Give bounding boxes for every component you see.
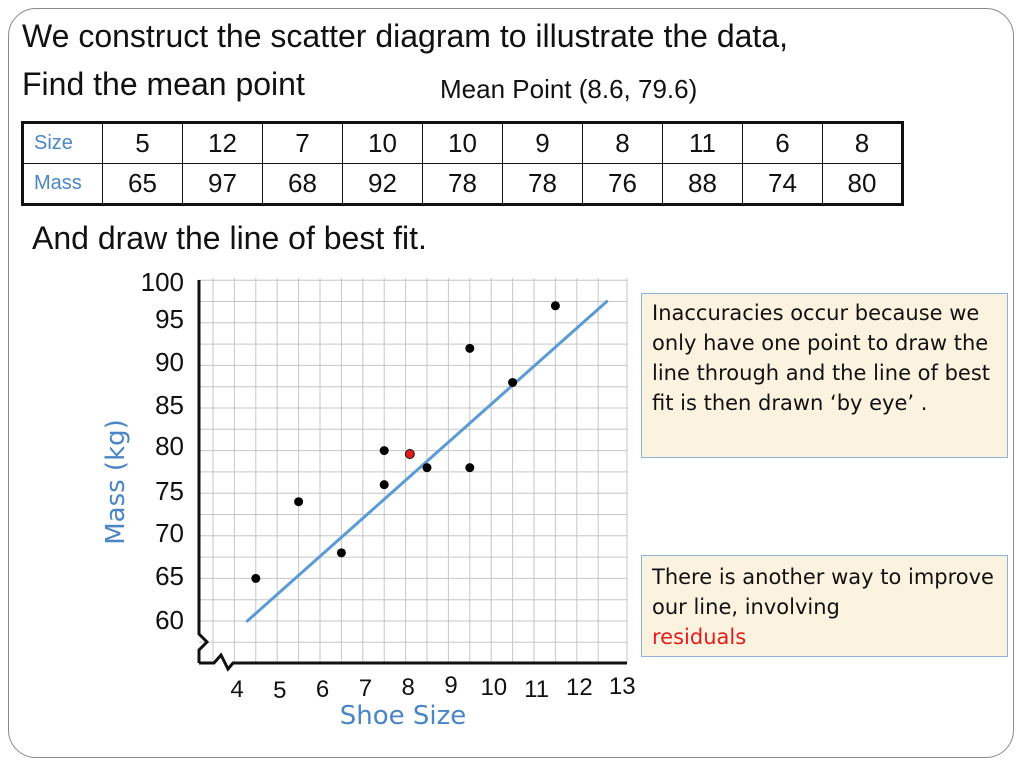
- x-tick-label: 13: [609, 673, 636, 700]
- data-point: [379, 480, 389, 490]
- mass-cell: 78: [422, 163, 503, 205]
- x-tick-label: 9: [444, 672, 457, 699]
- data-point: [294, 497, 304, 507]
- mass-cell: 65: [102, 163, 183, 205]
- data-point: [508, 377, 518, 387]
- slide-title: We construct the scatter diagram to illu…: [22, 18, 788, 54]
- table-row-mass: Mass 65 97 68 92 78 78 76 88 74 80: [22, 163, 903, 205]
- data-point: [465, 343, 475, 353]
- mass-cell: 97: [182, 163, 263, 205]
- data-point: [422, 463, 432, 473]
- y-axis-title: Mass (kg): [101, 419, 131, 545]
- x-tick-label: 4: [230, 676, 243, 703]
- note-residuals-text: There is another way to improve our line…: [652, 565, 994, 619]
- x-axis: [199, 652, 627, 672]
- size-cell: 10: [422, 122, 503, 164]
- instruction-text: And draw the line of best fit.: [32, 220, 427, 256]
- note-inaccuracies-text: Inaccuracies occur because we only have …: [652, 301, 990, 415]
- mean-point-label: Mean Point (8.6, 79.6): [440, 74, 698, 104]
- mass-cell: 92: [342, 163, 423, 205]
- size-cell: 9: [502, 122, 583, 164]
- row-label-mass: Mass: [22, 163, 103, 205]
- note-inaccuracies: Inaccuracies occur because we only have …: [641, 293, 1008, 458]
- mass-cell: 74: [742, 163, 823, 205]
- x-tick-label: 10: [480, 674, 507, 701]
- size-cell: 11: [662, 122, 743, 164]
- slide-subtitle: Find the mean point: [22, 66, 305, 102]
- y-tick-label: 95: [155, 304, 184, 334]
- x-tick-label: 8: [402, 674, 415, 701]
- residuals-highlight: residuals: [652, 625, 747, 649]
- size-cell: 5: [102, 122, 183, 164]
- y-tick-label: 80: [155, 431, 184, 461]
- data-table: Size 5 12 7 10 10 9 8 11 6 8 Mass 65 97 …: [21, 121, 904, 206]
- mass-cell: 68: [262, 163, 343, 205]
- data-point: [251, 573, 261, 583]
- y-tick-label: 85: [155, 390, 184, 420]
- row-label-size: Size: [22, 122, 103, 164]
- data-point: [550, 301, 560, 311]
- x-tick-label: 5: [273, 677, 286, 704]
- mean-point-marker: [404, 449, 415, 460]
- x-tick-label: 7: [359, 675, 372, 702]
- mass-cell: 88: [662, 163, 743, 205]
- size-cell: 8: [822, 122, 903, 164]
- data-point: [336, 548, 346, 558]
- y-axis: [197, 280, 210, 663]
- size-cell: 12: [182, 122, 263, 164]
- note-residuals: There is another way to improve our line…: [641, 555, 1008, 657]
- x-tick-label: 11: [524, 676, 549, 703]
- y-tick-label: 100: [141, 267, 184, 297]
- mass-cell: 80: [822, 163, 903, 205]
- y-tick-label: 75: [155, 476, 184, 506]
- y-tick-label: 70: [155, 518, 184, 548]
- table-row-size: Size 5 12 7 10 10 9 8 11 6 8: [22, 122, 903, 164]
- x-tick-label: 12: [566, 674, 593, 701]
- y-tick-label: 65: [155, 561, 184, 591]
- mass-cell: 76: [582, 163, 663, 205]
- y-tick-label: 90: [155, 347, 184, 377]
- data-point: [465, 463, 475, 473]
- size-cell: 7: [262, 122, 343, 164]
- x-axis-title: Shoe Size: [340, 701, 467, 731]
- x-tick-label: 6: [316, 676, 329, 703]
- y-tick-label: 60: [155, 605, 184, 635]
- best-fit-line: [245, 300, 609, 623]
- data-point: [379, 446, 389, 456]
